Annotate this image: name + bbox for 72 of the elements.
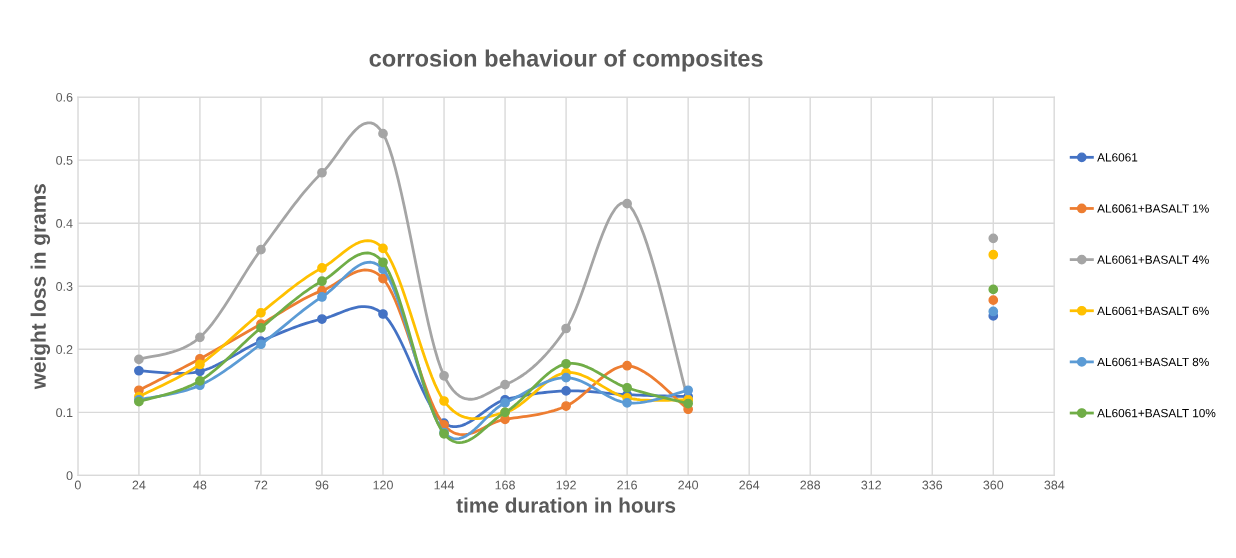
y-axis-title: weight loss in grams <box>30 184 51 390</box>
point <box>378 128 388 139</box>
point <box>622 398 632 408</box>
point <box>988 284 999 295</box>
x-tick-label: 264 <box>739 480 760 490</box>
point <box>134 354 144 365</box>
point <box>988 249 999 260</box>
point <box>561 386 571 396</box>
point <box>988 306 999 317</box>
legend-label: AL6061+BASALT 4% <box>1097 255 1209 264</box>
x-tick-label: 48 <box>193 480 207 490</box>
point <box>378 273 388 284</box>
x-tick-label: 168 <box>495 480 515 490</box>
x-tick-label: 24 <box>132 480 146 490</box>
x-tick-label: 336 <box>922 480 943 490</box>
point <box>317 292 327 302</box>
point <box>561 323 571 334</box>
point <box>256 339 266 350</box>
y-tick-label: 0.6 <box>56 92 73 102</box>
y-tick-label: 0 <box>66 471 73 481</box>
point <box>683 385 694 396</box>
chart-title: corrosion behaviour of composites <box>369 49 763 72</box>
x-tick-label: 192 <box>556 480 576 490</box>
y-tick-label: 0.2 <box>56 345 73 354</box>
point <box>378 257 388 268</box>
x-tick-label: 384 <box>1044 480 1065 490</box>
legend-label: AL6061+BASALT 8% <box>1097 357 1209 367</box>
point <box>317 276 327 287</box>
x-tick-label: 72 <box>254 480 268 490</box>
point <box>134 365 144 376</box>
legend-label: AL6061 <box>1097 153 1138 162</box>
point <box>683 398 694 409</box>
x-axis-title: time duration in hours <box>456 497 676 513</box>
x-tick-label: 120 <box>373 480 393 490</box>
point <box>561 401 571 411</box>
y-tick-label: 0.4 <box>56 219 73 228</box>
point <box>256 323 266 333</box>
point <box>988 295 999 305</box>
point <box>561 372 571 383</box>
point <box>500 379 510 390</box>
x-tick-label: 96 <box>315 480 329 490</box>
point <box>378 309 388 319</box>
legend-label: AL6061+BASALT 6% <box>1097 306 1209 315</box>
x-tick-label: 0 <box>74 480 81 490</box>
point <box>256 307 266 318</box>
x-tick-label: 312 <box>861 480 882 490</box>
point <box>500 398 510 408</box>
point <box>561 358 571 369</box>
legend-label: AL6061+BASALT 1% <box>1097 204 1209 213</box>
point <box>439 370 449 381</box>
point <box>317 167 327 178</box>
point <box>622 198 632 209</box>
point <box>195 332 205 343</box>
y-tick-label: 0.3 <box>56 282 73 291</box>
x-tick-label: 288 <box>800 480 821 490</box>
x-tick-label: 216 <box>617 480 637 490</box>
point <box>256 244 266 255</box>
y-tick-label: 0.1 <box>56 408 73 418</box>
point <box>988 233 999 244</box>
point <box>195 375 205 386</box>
point <box>622 382 632 393</box>
point <box>439 396 449 406</box>
y-tick-label: 0.5 <box>56 155 73 165</box>
point <box>622 360 632 371</box>
point <box>378 243 388 254</box>
point <box>317 263 327 273</box>
point <box>195 359 205 370</box>
point <box>317 314 327 324</box>
legend-label: AL6061+BASALT 10% <box>1097 408 1216 418</box>
x-tick-label: 144 <box>434 480 455 490</box>
x-tick-label: 240 <box>678 480 699 490</box>
x-tick-label: 360 <box>983 480 1004 490</box>
